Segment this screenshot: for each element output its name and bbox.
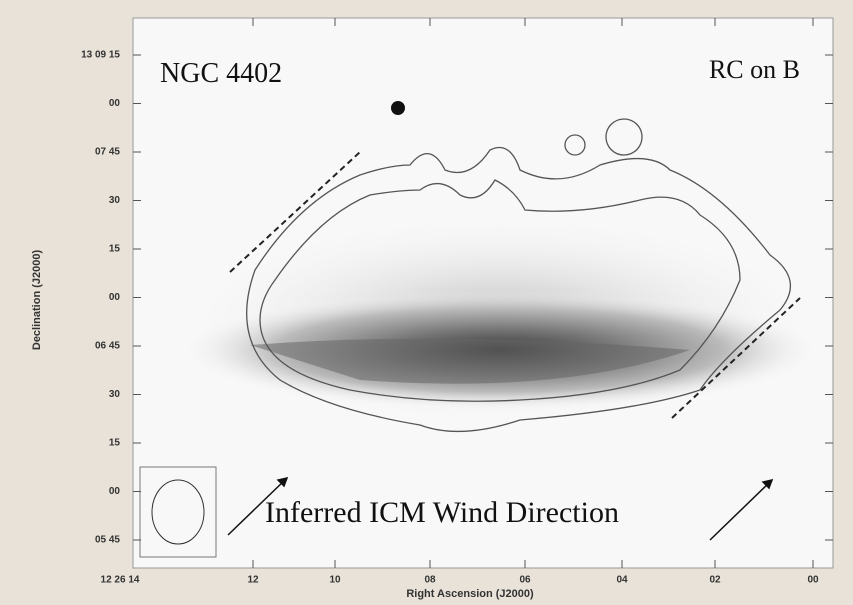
x-tick-label: 12 [247, 575, 259, 586]
contours [246, 118, 792, 433]
x-tick-label: 06 [519, 575, 531, 586]
x-tick-label: 02 [709, 575, 721, 586]
y-tick-label: 30 [109, 195, 121, 206]
annotation: Inferred ICM Wind Direction [265, 496, 619, 529]
y-tick-label: 07 45 [95, 147, 120, 158]
title: NGC 4402 [160, 58, 282, 89]
x-tick-label: 04 [616, 575, 628, 586]
y-tick-label: 30 [109, 389, 121, 400]
y-tick-label: 00 [109, 98, 121, 109]
y-tick-label: 06 45 [95, 341, 120, 352]
x-tick-label: 10 [329, 575, 341, 586]
x-tick-label: 08 [424, 575, 436, 586]
y-tick-label: 15 [109, 244, 121, 255]
y-tick-label: 15 [109, 438, 121, 449]
y-axis-title: Declination (J2000) [31, 250, 43, 351]
y-tick-label: 00 [109, 486, 121, 497]
label: RC on B [709, 55, 800, 84]
x-axis-title: Right Ascension (J2000) [406, 588, 534, 600]
y-tick-label: 13 09 15 [81, 50, 120, 61]
x-tick-label: 12 26 14 [101, 575, 140, 586]
dust-lane [250, 338, 690, 384]
arrows [227, 476, 774, 541]
beam [151, 479, 205, 545]
star [391, 101, 405, 115]
y-tick-label: 00 [109, 292, 121, 303]
beam-box [139, 466, 217, 558]
y-tick-label: 05 45 [95, 535, 120, 546]
x-tick-label: 00 [807, 575, 819, 586]
